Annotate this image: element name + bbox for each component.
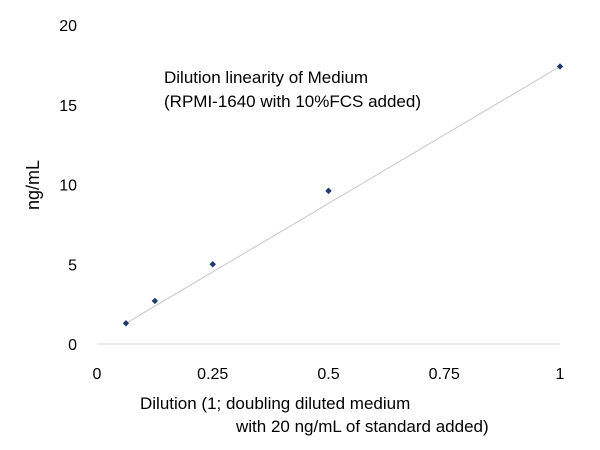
- x-tick-label: 0.25: [197, 366, 228, 383]
- data-point: [209, 261, 216, 268]
- x-tick-label: 0: [93, 366, 102, 383]
- y-tick-label: 15: [59, 98, 77, 115]
- data-point: [122, 320, 130, 327]
- x-axis-ticks: 0 0.25 0.5 0.75 1: [93, 366, 565, 383]
- data-point: [556, 63, 564, 70]
- x-axis-label-line-2: with 20 ng/mL of standard added): [235, 417, 489, 436]
- y-axis-ticks: 0 5 10 15 20: [59, 18, 77, 354]
- data-points: [122, 63, 564, 327]
- y-tick-label: 20: [59, 18, 77, 35]
- y-axis-label: ng/mL: [23, 160, 43, 210]
- y-tick-label: 0: [68, 337, 77, 354]
- x-tick-label: 1: [556, 366, 565, 383]
- y-tick-label: 10: [59, 178, 77, 195]
- annotation-line-2: (RPMI-1640 with 10%FCS added): [164, 92, 421, 111]
- trendline: [125, 66, 561, 324]
- annotation-line-1: Dilution linearity of Medium: [164, 68, 368, 87]
- x-tick-label: 0.75: [429, 366, 460, 383]
- y-tick-label: 5: [68, 257, 77, 274]
- x-tick-label: 0.5: [317, 366, 339, 383]
- data-point: [325, 187, 332, 195]
- data-point: [151, 297, 159, 305]
- x-axis-label-line-1: Dilution (1; doubling diluted medium: [140, 394, 410, 413]
